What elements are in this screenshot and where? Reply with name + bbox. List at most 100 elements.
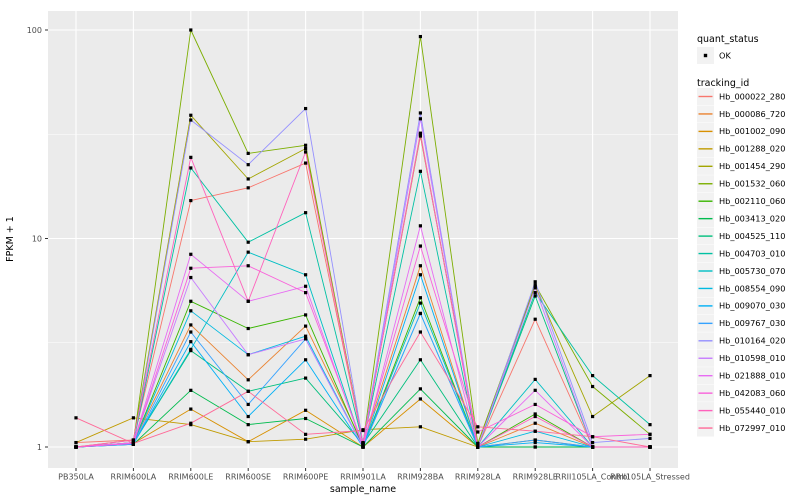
axes: 1 10 100 PB350LA RRIM600LA RRIM600LE RRIM600SE… bbox=[27, 26, 690, 482]
data-point bbox=[189, 421, 193, 425]
data-points bbox=[74, 28, 652, 449]
data-point bbox=[304, 358, 308, 362]
data-point bbox=[476, 430, 480, 434]
data-point bbox=[304, 416, 308, 421]
data-point bbox=[304, 408, 308, 412]
data-point bbox=[304, 291, 308, 295]
data-point bbox=[591, 445, 595, 449]
y-axis-title: FPKM + 1 bbox=[5, 216, 16, 262]
data-point bbox=[74, 445, 78, 449]
data-point bbox=[533, 402, 537, 407]
data-point bbox=[418, 296, 422, 300]
data-point bbox=[476, 441, 480, 446]
data-point bbox=[304, 150, 308, 154]
legend-entry-label: Hb_002110_060 bbox=[719, 196, 785, 206]
data-point bbox=[304, 432, 308, 436]
data-point bbox=[418, 133, 422, 137]
data-point bbox=[591, 414, 595, 419]
legend-entry-label: Hb_001002_090 bbox=[719, 126, 785, 136]
data-point bbox=[189, 407, 193, 411]
data-point bbox=[246, 440, 250, 444]
legend-entry-label: Hb_010598_010 bbox=[719, 353, 785, 363]
data-point bbox=[189, 266, 193, 270]
legend-tracking-id-title: tracking_id bbox=[697, 78, 749, 89]
data-point bbox=[304, 106, 308, 111]
data-point bbox=[246, 186, 250, 190]
x-tick-label: RRIM600LA bbox=[111, 473, 157, 482]
data-point bbox=[246, 326, 250, 331]
data-point bbox=[189, 340, 193, 344]
data-point bbox=[533, 294, 537, 298]
legend-entry-label: Hb_003413_020 bbox=[719, 213, 785, 223]
data-point bbox=[189, 330, 193, 334]
y-tick-label: 100 bbox=[27, 26, 42, 35]
data-point bbox=[418, 397, 422, 401]
data-point bbox=[304, 376, 308, 380]
data-point bbox=[189, 299, 193, 303]
data-point bbox=[533, 445, 537, 449]
x-tick-label: RRIM928BA bbox=[397, 473, 444, 482]
legend-entry-label: Hb_004525_110 bbox=[719, 231, 785, 241]
x-tick-label: RRIM901LA bbox=[340, 473, 386, 482]
data-point bbox=[361, 445, 365, 449]
legend-entry-label: Hb_004703_010 bbox=[719, 248, 785, 258]
data-point bbox=[533, 440, 537, 445]
data-point bbox=[304, 273, 308, 277]
x-tick-label: RRII105LA_Control bbox=[556, 473, 630, 482]
data-point bbox=[533, 429, 537, 433]
x-tick-label: RRII105LA_Stressed bbox=[610, 473, 690, 482]
data-point bbox=[189, 28, 193, 32]
data-point bbox=[418, 330, 422, 334]
data-point bbox=[648, 436, 652, 440]
legend-entry-label: Hb_008554_090 bbox=[719, 283, 785, 293]
legend-entry-label: Hb_010164_020 bbox=[719, 336, 785, 346]
data-point bbox=[418, 117, 422, 121]
data-point bbox=[246, 151, 250, 155]
data-point bbox=[131, 441, 135, 446]
data-point bbox=[304, 211, 308, 215]
legend-entry-label: Hb_005730_070 bbox=[719, 266, 785, 276]
data-point bbox=[533, 317, 537, 321]
legend-entry-label: Hb_001288_020 bbox=[719, 144, 785, 154]
x-tick-label: RRIM928LA bbox=[455, 473, 501, 482]
data-point bbox=[246, 378, 250, 382]
data-point bbox=[418, 169, 422, 173]
data-point bbox=[246, 163, 250, 167]
data-point bbox=[418, 358, 422, 362]
data-point bbox=[591, 440, 595, 445]
data-point bbox=[246, 240, 250, 244]
y-tick-label: 1 bbox=[37, 443, 42, 452]
legend-entry-label: Hb_021888_010 bbox=[719, 371, 785, 381]
data-point bbox=[74, 440, 78, 445]
data-point bbox=[131, 416, 135, 420]
data-point bbox=[533, 291, 537, 295]
x-tick-label: RRIM600PE bbox=[283, 473, 329, 482]
data-point bbox=[418, 311, 422, 316]
legend-quant-status-title: quant_status bbox=[697, 34, 759, 45]
data-point bbox=[189, 198, 193, 203]
data-point bbox=[418, 425, 422, 429]
x-tick-label: RRIM928LE bbox=[513, 473, 558, 482]
data-point bbox=[304, 437, 308, 441]
data-point bbox=[189, 118, 193, 122]
data-point bbox=[476, 445, 480, 449]
data-point bbox=[189, 113, 193, 117]
data-point bbox=[533, 412, 537, 416]
data-point bbox=[246, 423, 250, 427]
data-point bbox=[304, 313, 308, 317]
data-point bbox=[418, 387, 422, 391]
data-point bbox=[418, 301, 422, 305]
data-point bbox=[131, 438, 135, 442]
data-point bbox=[189, 275, 193, 280]
data-point bbox=[304, 284, 308, 288]
data-point bbox=[74, 416, 78, 420]
legend-keys: OK Hb_000022_280 Hb_000086_720 Hb_001002_09… bbox=[697, 47, 785, 437]
data-point bbox=[533, 377, 537, 381]
data-point bbox=[648, 445, 652, 449]
data-point bbox=[189, 309, 193, 313]
x-tick-label: PB350LA bbox=[58, 473, 94, 482]
data-point bbox=[533, 414, 537, 419]
data-point bbox=[246, 414, 250, 419]
